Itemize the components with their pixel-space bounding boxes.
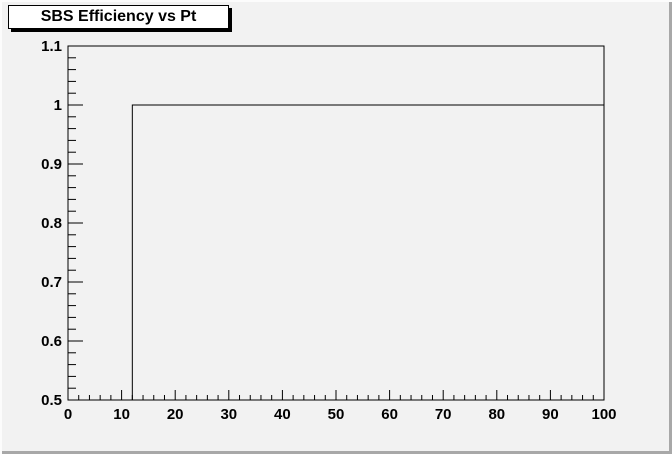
x-tick-label: 80	[488, 406, 505, 423]
y-tick-label: 0.8	[41, 215, 62, 232]
chart-title-box: SBS Efficiency vs Pt	[8, 5, 229, 29]
y-tick-label: 0.7	[41, 274, 62, 291]
efficiency-step-line	[68, 104, 605, 401]
chart-title: SBS Efficiency vs Pt	[40, 8, 197, 25]
x-tick-label: 60	[381, 406, 398, 423]
y-tick-label: 1.1	[41, 38, 62, 55]
plot-frame	[67, 45, 605, 401]
x-tick-label: 40	[274, 406, 291, 423]
y-tick-label: 1	[54, 97, 62, 114]
x-tick-label: 20	[167, 406, 184, 423]
y-tick-label: 0.5	[41, 392, 62, 409]
x-tick-label: 90	[542, 406, 559, 423]
x-tick-label: 0	[64, 406, 72, 423]
y-tick-label: 0.9	[41, 156, 62, 173]
x-tick-label: 10	[113, 406, 130, 423]
x-tick-label: 70	[435, 406, 452, 423]
x-tick-label: 50	[328, 406, 345, 423]
y-tick-label: 0.6	[41, 333, 62, 350]
x-tick-label: 100	[591, 406, 616, 423]
x-tick-label: 30	[220, 406, 237, 423]
